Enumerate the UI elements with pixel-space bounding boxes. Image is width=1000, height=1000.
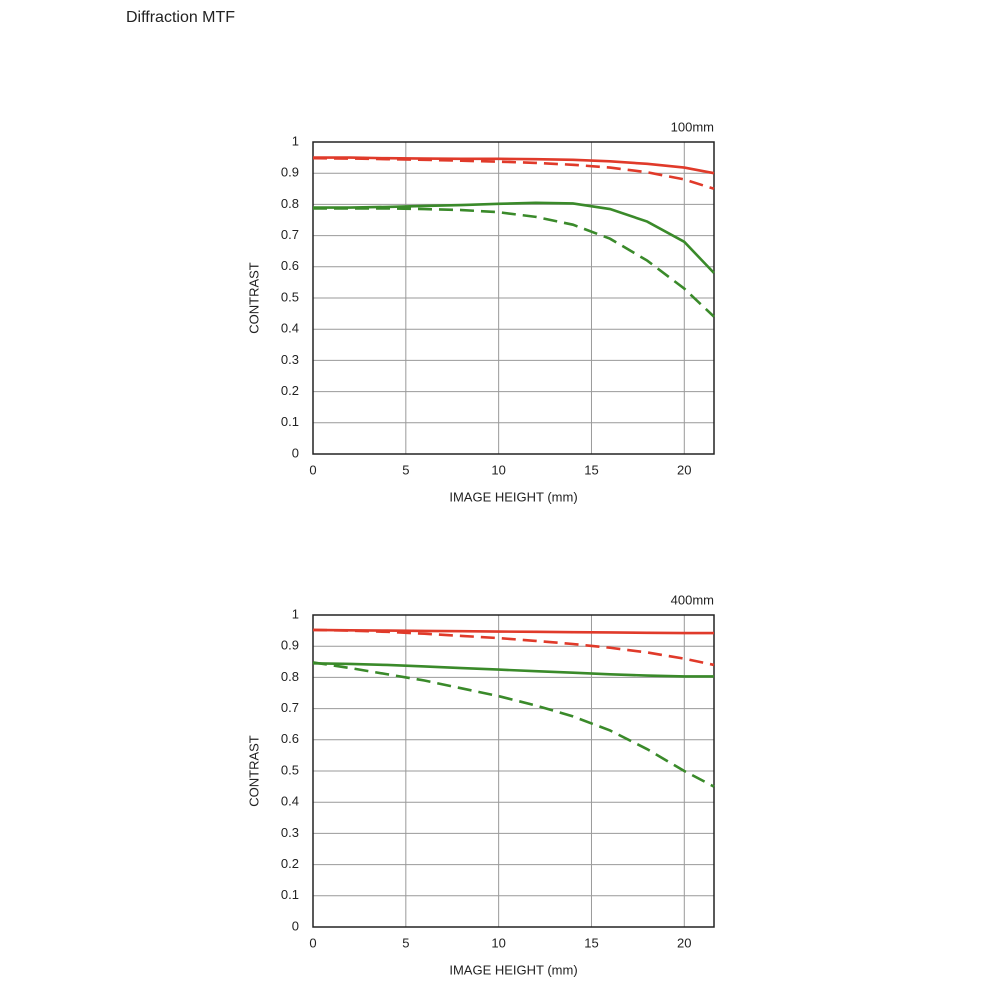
series-line bbox=[312, 661, 715, 788]
x-tick-label: 10 bbox=[491, 462, 505, 477]
x-tick-label: 15 bbox=[584, 462, 598, 477]
y-tick-label: 1 bbox=[292, 606, 299, 621]
y-tick-label: 0.5 bbox=[281, 289, 299, 304]
y-tick-label: 0.1 bbox=[281, 887, 299, 902]
y-axis-label: CONTRAST bbox=[246, 262, 261, 334]
y-tick-label: 0.6 bbox=[281, 258, 299, 273]
y-tick-label: 0.9 bbox=[281, 638, 299, 653]
plot-frame bbox=[312, 141, 715, 455]
x-tick-label: 5 bbox=[402, 935, 409, 950]
y-tick-label: 0.3 bbox=[281, 352, 299, 367]
x-axis-label: IMAGE HEIGHT (mm) bbox=[449, 962, 577, 977]
y-tick-label: 0.3 bbox=[281, 825, 299, 840]
x-tick-label: 5 bbox=[402, 462, 409, 477]
y-tick-label: 0.1 bbox=[281, 414, 299, 429]
y-tick-label: 0.7 bbox=[281, 227, 299, 242]
x-tick-label: 15 bbox=[584, 935, 598, 950]
x-tick-label: 20 bbox=[677, 462, 691, 477]
series-line bbox=[313, 156, 715, 175]
y-axis-label: CONTRAST bbox=[246, 735, 261, 807]
y-tick-label: 0 bbox=[292, 918, 299, 933]
chart-title: 400mm bbox=[671, 592, 714, 607]
series-line bbox=[312, 156, 715, 191]
y-tick-label: 0.7 bbox=[281, 700, 299, 715]
series-line bbox=[312, 628, 715, 667]
y-tick-label: 0.5 bbox=[281, 762, 299, 777]
y-tick-label: 1 bbox=[292, 133, 299, 148]
series-line bbox=[312, 628, 714, 635]
x-tick-label: 20 bbox=[677, 935, 691, 950]
series-line bbox=[312, 662, 714, 678]
chart-title: 100mm bbox=[671, 119, 714, 134]
y-tick-label: 0 bbox=[292, 445, 299, 460]
x-tick-label: 10 bbox=[491, 935, 505, 950]
y-tick-label: 0.2 bbox=[281, 383, 299, 398]
x-axis-label: IMAGE HEIGHT (mm) bbox=[449, 489, 577, 504]
plot-frame bbox=[312, 614, 715, 928]
x-tick-label: 0 bbox=[309, 462, 316, 477]
x-tick-label: 0 bbox=[309, 935, 316, 950]
y-tick-label: 0.4 bbox=[281, 321, 299, 336]
y-tick-label: 0.6 bbox=[281, 731, 299, 746]
series-line bbox=[313, 207, 715, 318]
y-tick-label: 0.4 bbox=[281, 794, 299, 809]
y-tick-label: 0.9 bbox=[281, 165, 299, 180]
y-tick-label: 0.8 bbox=[281, 669, 299, 684]
y-tick-label: 0.2 bbox=[281, 856, 299, 871]
page-title: Diffraction MTF bbox=[126, 9, 235, 26]
y-tick-label: 0.8 bbox=[281, 196, 299, 211]
series-line bbox=[313, 201, 715, 274]
